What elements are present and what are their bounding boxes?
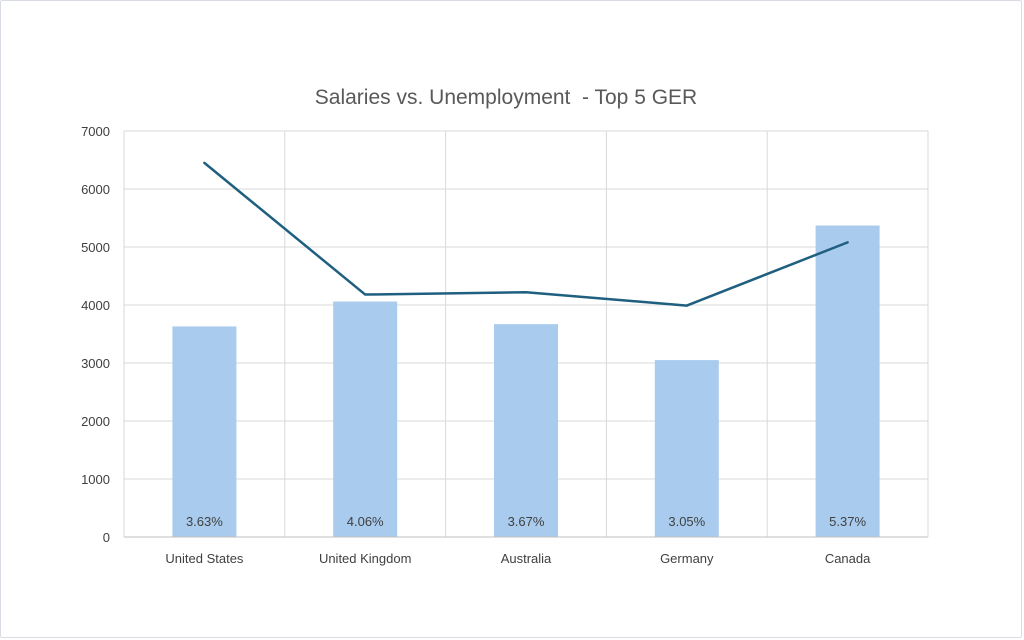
x-tick-label: Germany	[660, 551, 714, 566]
x-tick-label: Australia	[501, 551, 552, 566]
x-tick-label: Canada	[825, 551, 871, 566]
y-tick-label: 7000	[81, 124, 110, 139]
bar-data-label: 4.06%	[347, 514, 384, 529]
bar	[172, 326, 237, 537]
bar-data-label: 5.37%	[829, 514, 866, 529]
bar-data-label: 3.67%	[508, 514, 545, 529]
axes: 0 1000 2000 3000 4000 5000 6000 7000 United Stat…	[81, 124, 928, 566]
data-labels: 3.63% 4.06% 3.67% 3.05% 5.37%	[186, 514, 867, 529]
x-tick-label: United Kingdom	[319, 551, 412, 566]
y-tick-label: 3000	[81, 356, 110, 371]
salary-line	[203, 161, 849, 307]
y-tick-label: 0	[103, 530, 110, 545]
y-tick-label: 4000	[81, 298, 110, 313]
y-tick-label: 2000	[81, 414, 110, 429]
y-tick-label: 5000	[81, 240, 110, 255]
y-tick-label: 1000	[81, 472, 110, 487]
line-series	[203, 161, 849, 307]
bar	[494, 324, 558, 537]
chart-title: Salaries vs. Unemployment - Top 5 GER	[315, 86, 697, 109]
bar	[815, 225, 880, 538]
y-tick-label: 6000	[81, 182, 110, 197]
bar	[333, 301, 398, 537]
x-tick-label: United States	[165, 551, 244, 566]
bar-data-label: 3.05%	[668, 514, 705, 529]
bar-data-label: 3.63%	[186, 514, 223, 529]
bar	[654, 360, 719, 537]
bar-series	[172, 225, 880, 538]
grid	[123, 130, 929, 537]
